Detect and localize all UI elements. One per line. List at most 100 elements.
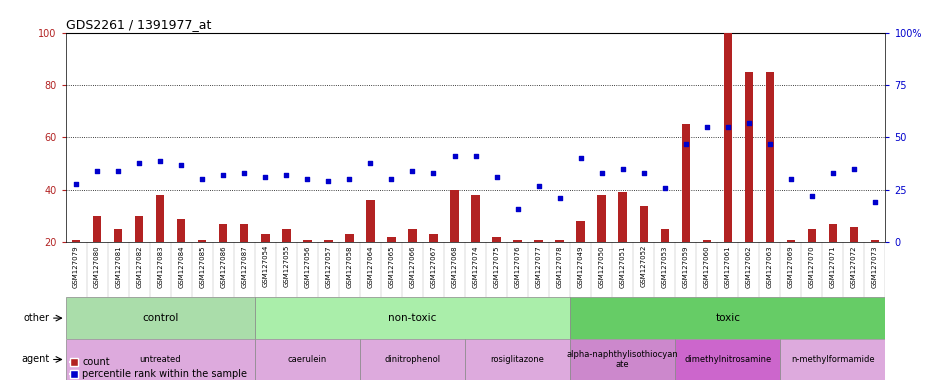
Bar xyxy=(471,195,479,242)
Bar xyxy=(72,240,80,242)
Bar xyxy=(387,237,395,242)
Text: caerulein: caerulein xyxy=(287,355,327,364)
Text: GSM127059: GSM127059 xyxy=(682,245,688,288)
Point xyxy=(489,174,504,180)
Bar xyxy=(359,339,464,380)
Bar xyxy=(555,240,563,242)
Text: GSM127056: GSM127056 xyxy=(304,245,310,288)
Text: GSM127058: GSM127058 xyxy=(346,245,352,288)
Point xyxy=(636,170,651,176)
Text: other: other xyxy=(23,313,50,323)
Text: GSM127071: GSM127071 xyxy=(829,245,835,288)
Bar xyxy=(155,195,164,242)
Bar xyxy=(240,224,248,242)
Bar xyxy=(597,195,606,242)
Bar xyxy=(849,227,857,242)
Bar xyxy=(66,339,255,380)
Bar xyxy=(675,339,780,380)
Bar xyxy=(219,224,227,242)
Text: dinitrophenol: dinitrophenol xyxy=(384,355,440,364)
Text: GSM127079: GSM127079 xyxy=(73,245,79,288)
Bar xyxy=(786,240,795,242)
Text: GSM127072: GSM127072 xyxy=(850,245,856,288)
Bar xyxy=(702,240,710,242)
Point xyxy=(153,157,168,164)
Bar xyxy=(135,216,143,242)
Point xyxy=(782,176,797,182)
Bar xyxy=(282,229,290,242)
Text: GSM127075: GSM127075 xyxy=(493,245,499,288)
Text: GSM127074: GSM127074 xyxy=(472,245,478,288)
Point xyxy=(740,120,755,126)
Bar xyxy=(638,205,647,242)
Text: GSM127066: GSM127066 xyxy=(409,245,415,288)
Text: GSM127086: GSM127086 xyxy=(220,245,226,288)
Text: alpha-naphthylisothiocyan
ate: alpha-naphthylisothiocyan ate xyxy=(566,350,678,369)
Point xyxy=(426,170,441,176)
Point xyxy=(573,156,588,162)
Point xyxy=(110,168,125,174)
Text: GSM127069: GSM127069 xyxy=(787,245,793,288)
Bar xyxy=(324,240,332,242)
Point xyxy=(132,159,147,166)
Text: n-methylformamide: n-methylformamide xyxy=(790,355,874,364)
Text: GSM127064: GSM127064 xyxy=(367,245,373,288)
Point xyxy=(678,141,693,147)
Point xyxy=(362,159,377,166)
Text: GSM127085: GSM127085 xyxy=(199,245,205,288)
Point xyxy=(320,179,335,185)
Bar xyxy=(513,240,521,242)
Text: non-toxic: non-toxic xyxy=(388,313,436,323)
Bar xyxy=(261,234,270,242)
Bar xyxy=(870,240,878,242)
Point xyxy=(257,174,272,180)
Text: GSM127060: GSM127060 xyxy=(703,245,709,288)
Text: GSM127077: GSM127077 xyxy=(535,245,541,288)
Text: agent: agent xyxy=(21,354,50,364)
Point xyxy=(656,185,671,191)
Point xyxy=(551,195,566,201)
Text: GSM127076: GSM127076 xyxy=(514,245,520,288)
Point xyxy=(90,168,105,174)
Text: GSM127053: GSM127053 xyxy=(661,245,667,288)
Bar xyxy=(680,124,689,242)
Text: GSM127068: GSM127068 xyxy=(451,245,457,288)
Bar xyxy=(765,72,773,242)
Bar xyxy=(408,229,417,242)
Bar xyxy=(366,200,374,242)
Text: GSM127073: GSM127073 xyxy=(871,245,877,288)
Point xyxy=(68,180,83,187)
Point xyxy=(300,176,314,182)
Point xyxy=(867,199,882,205)
Text: dimethylnitrosamine: dimethylnitrosamine xyxy=(683,355,770,364)
Point xyxy=(446,153,461,159)
Bar xyxy=(255,298,569,339)
Text: GDS2261 / 1391977_at: GDS2261 / 1391977_at xyxy=(66,18,211,31)
Bar xyxy=(255,339,359,380)
Bar xyxy=(807,229,815,242)
Bar xyxy=(303,240,311,242)
Point xyxy=(173,162,188,168)
Bar xyxy=(344,234,353,242)
Bar xyxy=(177,218,185,242)
Text: GSM127063: GSM127063 xyxy=(766,245,772,288)
Point xyxy=(195,176,210,182)
Bar xyxy=(827,224,836,242)
Point xyxy=(531,182,546,189)
Point xyxy=(615,166,630,172)
Text: GSM127081: GSM127081 xyxy=(115,245,121,288)
Point xyxy=(803,193,818,199)
Point xyxy=(762,141,777,147)
Bar xyxy=(464,339,569,380)
Bar xyxy=(534,240,542,242)
Text: GSM127065: GSM127065 xyxy=(388,245,394,288)
Point xyxy=(237,170,252,176)
Point xyxy=(825,170,840,176)
Point xyxy=(404,168,419,174)
Text: GSM127062: GSM127062 xyxy=(745,245,751,288)
Text: GSM127078: GSM127078 xyxy=(556,245,562,288)
Text: control: control xyxy=(142,313,178,323)
Bar xyxy=(66,298,255,339)
Legend: count, percentile rank within the sample: count, percentile rank within the sample xyxy=(70,357,247,379)
Bar xyxy=(450,190,459,242)
